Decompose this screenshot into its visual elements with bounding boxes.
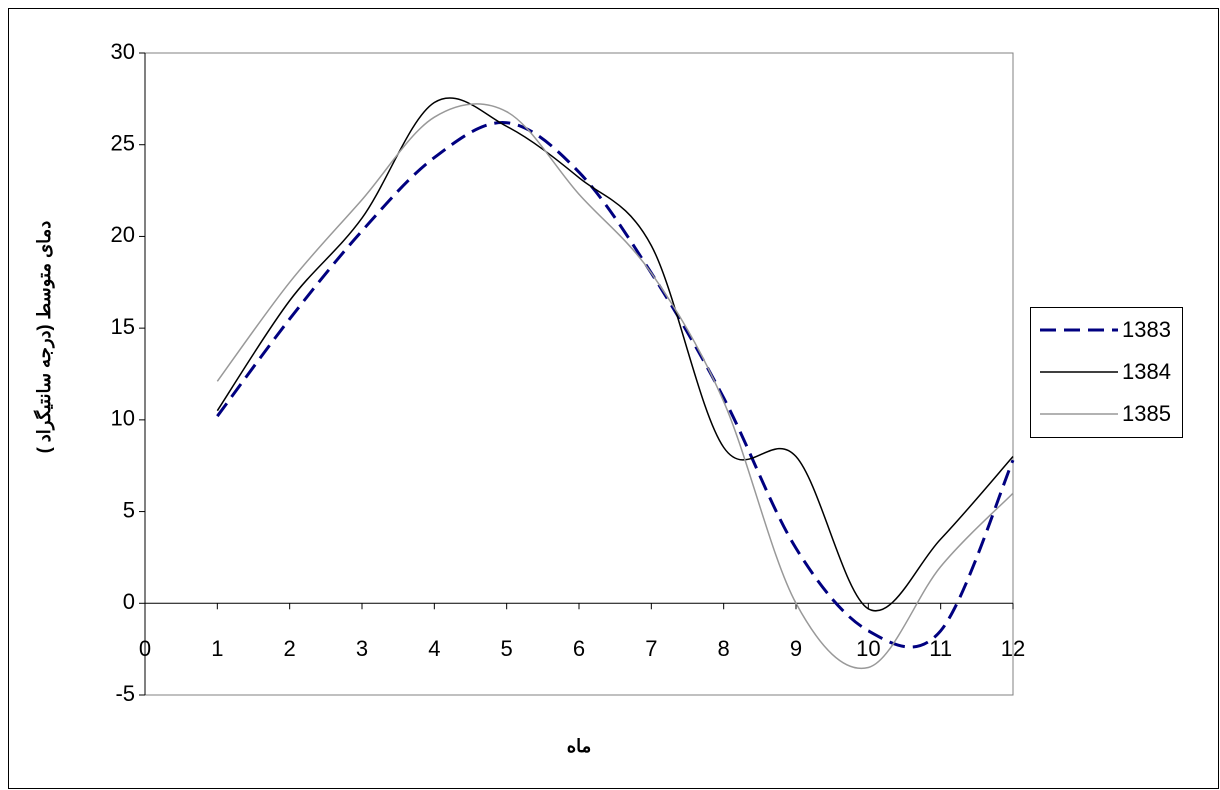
x-tick-label: 3 [356, 636, 368, 661]
y-tick-label: 0 [123, 589, 135, 614]
y-tick-label: 20 [111, 222, 135, 247]
x-axis-title: ماه [567, 736, 592, 756]
x-tick-label: 5 [501, 636, 513, 661]
chart-border [8, 8, 1219, 789]
x-tick-label: 11 [929, 636, 952, 661]
y-tick-label: 30 [111, 39, 135, 64]
x-tick-label: 10 [856, 636, 880, 661]
y-tick-label: 10 [111, 406, 135, 431]
y-axis-title: دمای متوسط (درجه سانتیگراد ) [33, 221, 55, 454]
y-tick-label: -5 [115, 681, 135, 706]
x-tick-label: 12 [1001, 636, 1025, 661]
y-tick-label: 25 [111, 131, 135, 156]
series-line [216, 121, 1015, 649]
series-line [216, 103, 1014, 670]
x-tick-label: 1 [211, 636, 223, 661]
y-tick-label: 15 [111, 314, 135, 339]
legend-label: 1383 [1122, 317, 1171, 342]
x-tick-label: 0 [139, 636, 151, 661]
x-tick-label: 4 [428, 636, 440, 661]
x-tick-label: 8 [718, 636, 730, 661]
x-tick-label: 7 [645, 636, 657, 661]
y-tick-label: 5 [123, 497, 135, 522]
legend-label: 1385 [1122, 401, 1171, 426]
series-line [216, 97, 1014, 612]
x-tick-label: 9 [790, 636, 802, 661]
x-tick-label: 6 [573, 636, 585, 661]
legend-label: 1384 [1122, 359, 1171, 384]
x-tick-label: 2 [284, 636, 296, 661]
